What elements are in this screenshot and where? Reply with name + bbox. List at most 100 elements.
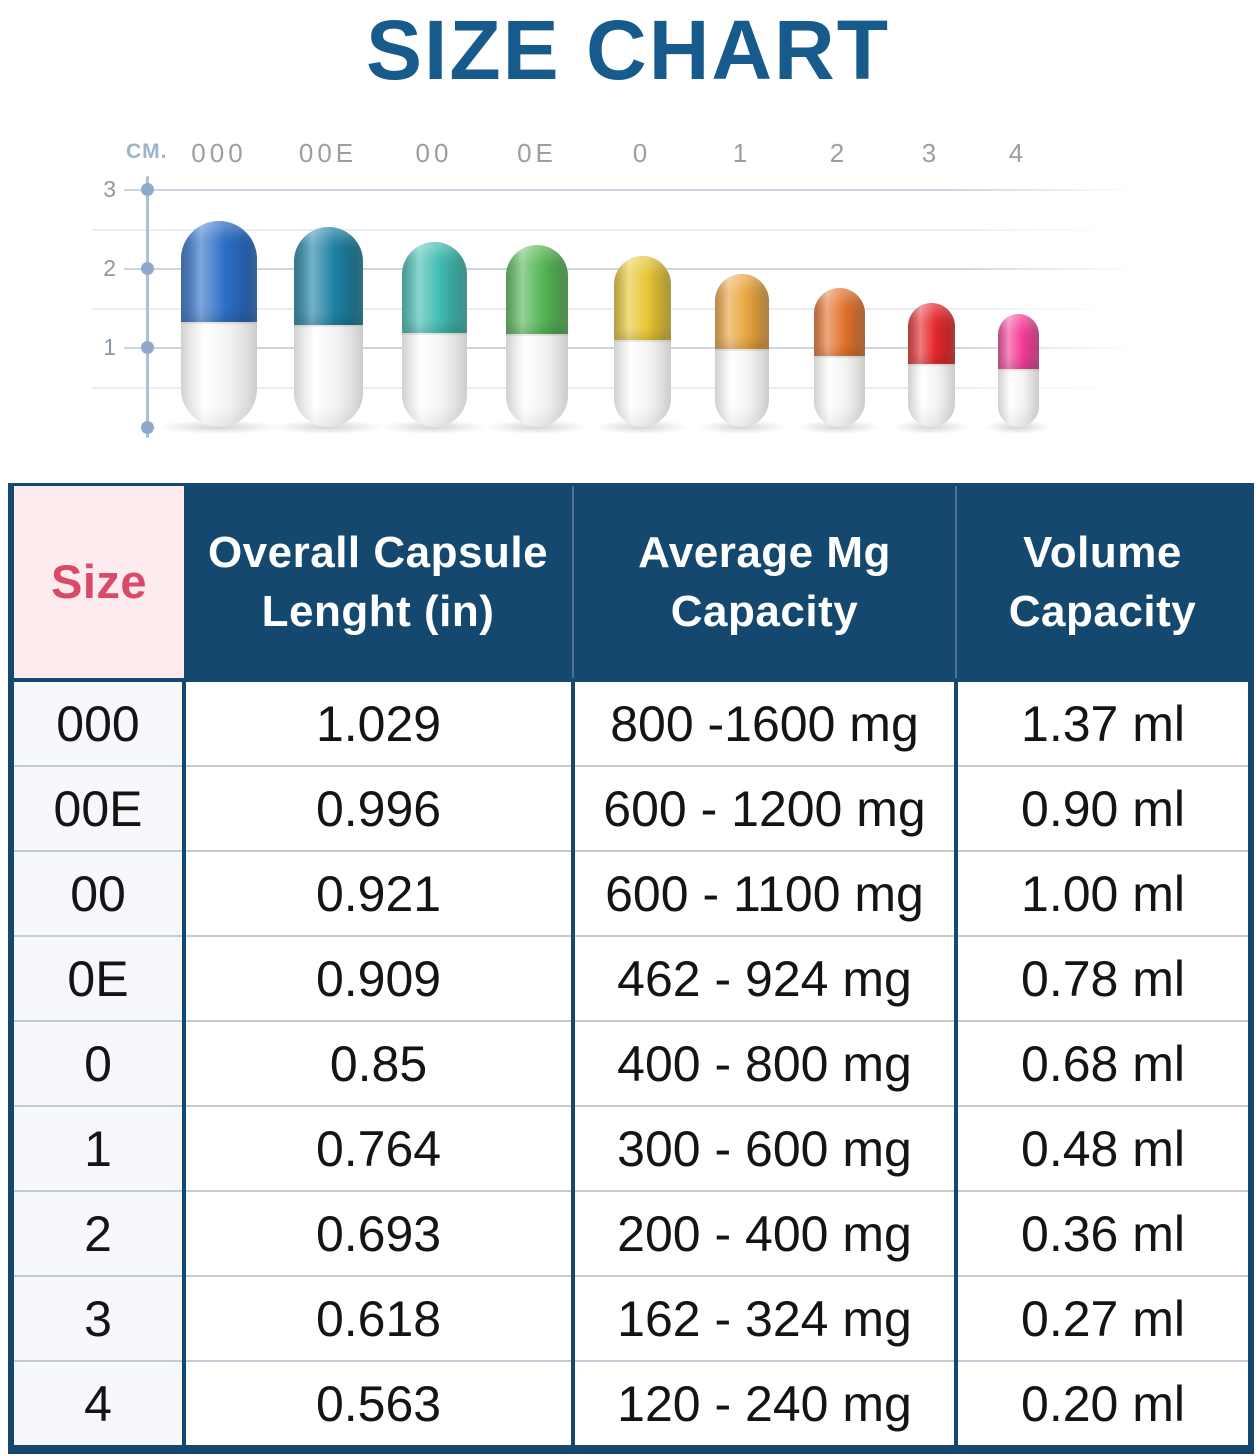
capsule-cap — [506, 245, 568, 335]
capsule-cap — [907, 303, 955, 364]
size-table: Size Overall Capsule Lenght (in) Average M… — [8, 483, 1254, 1454]
capsule-shadow — [798, 420, 880, 434]
table-row-size-4: 4 0.563 120 - 240 mg 0.20 ml — [11, 1360, 1251, 1450]
capsule-0E — [506, 245, 568, 427]
gridline-1-5cm — [92, 308, 1120, 310]
capsule-body — [401, 332, 467, 427]
table-row-size-00: 00 0.921 600 - 1100 mg 1.00 ml — [11, 850, 1251, 936]
capsule-shadow — [272, 420, 384, 434]
length-cell: 0.909 — [182, 935, 573, 1021]
length-cell: 0.996 — [182, 765, 573, 851]
table-row-size-1: 1 0.764 300 - 600 mg 0.48 ml — [11, 1105, 1251, 1191]
mg-capacity-cell: 600 - 1200 mg — [571, 765, 956, 851]
axis-dot-0cm — [141, 421, 154, 434]
capsule-shadow — [382, 420, 486, 434]
mg-capacity-cell: 300 - 600 mg — [571, 1105, 956, 1191]
capsule-diagram: CM. 3 2 1 000 00E 00 0E 0 1 2 3 4 — [0, 0, 1256, 475]
size-cell: 00E — [11, 765, 184, 851]
capsule-body — [613, 339, 671, 427]
capsule-shadow — [158, 420, 280, 434]
volume-cell: 0.78 ml — [954, 935, 1251, 1021]
capsule-size-label-4: 4 — [1008, 138, 1028, 168]
volume-cell: 1.00 ml — [954, 850, 1251, 936]
y-axis-line — [146, 176, 149, 438]
axis-tick-1: 1 — [103, 334, 116, 360]
unit-label: CM. — [126, 140, 168, 163]
mg-capacity-cell: 120 - 240 mg — [571, 1360, 956, 1450]
size-cell: 4 — [11, 1360, 184, 1450]
volume-cell: 0.20 ml — [954, 1360, 1251, 1450]
capsule-size-label-3: 3 — [921, 138, 941, 168]
size-table-container: Size Overall Capsule Lenght (in) Average M… — [8, 483, 1254, 1454]
axis-dot-3cm — [141, 183, 154, 196]
capsule-size-label-0: 0 — [632, 138, 652, 168]
length-cell: 0.563 — [182, 1360, 573, 1450]
size-cell: 00 — [11, 850, 184, 936]
mg-capacity-cell: 200 - 400 mg — [571, 1190, 956, 1276]
mg-capacity-cell: 162 - 324 mg — [571, 1275, 956, 1361]
mg-capacity-cell: 800 -1600 mg — [571, 678, 956, 766]
table-row-size-00E: 00E 0.996 600 - 1200 mg 0.90 ml — [11, 765, 1251, 851]
size-cell: 0E — [11, 935, 184, 1021]
column-header-3: Volume Capacity — [955, 484, 1251, 680]
length-cell: 0.618 — [182, 1275, 573, 1361]
volume-cell: 0.27 ml — [954, 1275, 1251, 1361]
capsule-body — [293, 325, 363, 427]
capsule-shadow — [893, 420, 969, 434]
mg-capacity-cell: 462 - 924 mg — [571, 935, 956, 1021]
capsule-4 — [997, 314, 1039, 427]
gridline-2-5cm — [92, 229, 1120, 231]
column-header-0: Size — [11, 484, 184, 680]
size-table-header: Size Overall Capsule Lenght (in) Average M… — [11, 484, 1251, 680]
capsule-1 — [715, 274, 769, 427]
volume-cell: 0.48 ml — [954, 1105, 1251, 1191]
axis-dot-1cm — [141, 341, 154, 354]
capsule-size-label-000: 000 — [191, 138, 247, 168]
capsule-body — [506, 334, 568, 427]
capsule-size-label-2: 2 — [829, 138, 849, 168]
capsule-size-label-00: 00 — [415, 138, 453, 168]
capsule-3 — [907, 303, 955, 427]
table-row-size-2: 2 0.693 200 - 400 mg 0.36 ml — [11, 1190, 1251, 1276]
column-header-1: Overall Capsule Lenght (in) — [184, 484, 573, 680]
volume-cell: 0.68 ml — [954, 1020, 1251, 1106]
capsule-body — [813, 356, 865, 427]
length-cell: 0.693 — [182, 1190, 573, 1276]
capsule-body — [997, 369, 1039, 427]
capsule-body — [907, 363, 955, 427]
capsule-cap — [401, 242, 467, 333]
capsule-size-label-1: 1 — [732, 138, 752, 168]
mg-capacity-cell: 400 - 800 mg — [571, 1020, 956, 1106]
capsule-shadow — [985, 420, 1051, 434]
capsule-size-label-00E: 00E — [298, 138, 358, 168]
size-cell: 000 — [11, 678, 184, 766]
table-row-size-0E: 0E 0.909 462 - 924 mg 0.78 ml — [11, 935, 1251, 1021]
capsule-body — [181, 321, 257, 427]
table-row-size-3: 3 0.618 162 - 324 mg 0.27 ml — [11, 1275, 1251, 1361]
capsule-cap — [813, 288, 865, 357]
length-cell: 0.764 — [182, 1105, 573, 1191]
capsule-00E — [293, 227, 363, 427]
size-table-body: 000 1.029 800 -1600 mg 1.37 ml 00E 0.996 600 -… — [11, 678, 1251, 1450]
header-row: Size Overall Capsule Lenght (in) Average M… — [11, 484, 1251, 680]
capsule-cap — [997, 314, 1039, 370]
table-row-size-0: 0 0.85 400 - 800 mg 0.68 ml — [11, 1020, 1251, 1106]
volume-cell: 0.36 ml — [954, 1190, 1251, 1276]
capsule-cap — [715, 274, 769, 349]
length-cell: 1.029 — [182, 678, 573, 766]
capsule-size-label-0E: 0E — [517, 138, 557, 168]
volume-cell: 1.37 ml — [954, 678, 1251, 766]
length-cell: 0.921 — [182, 850, 573, 936]
gridline-3cm — [124, 189, 1136, 191]
axis-tick-2: 2 — [103, 255, 116, 281]
column-header-2: Average Mg Capacity — [572, 484, 956, 680]
capsule-shadow — [487, 420, 587, 434]
capsule-0 — [613, 256, 671, 427]
axis-tick-3: 3 — [103, 176, 116, 202]
size-cell: 1 — [11, 1105, 184, 1191]
axis-dot-2cm — [141, 262, 154, 275]
table-row-size-000: 000 1.029 800 -1600 mg 1.37 ml — [11, 678, 1251, 766]
capsule-cap — [293, 227, 363, 325]
size-cell: 3 — [11, 1275, 184, 1361]
